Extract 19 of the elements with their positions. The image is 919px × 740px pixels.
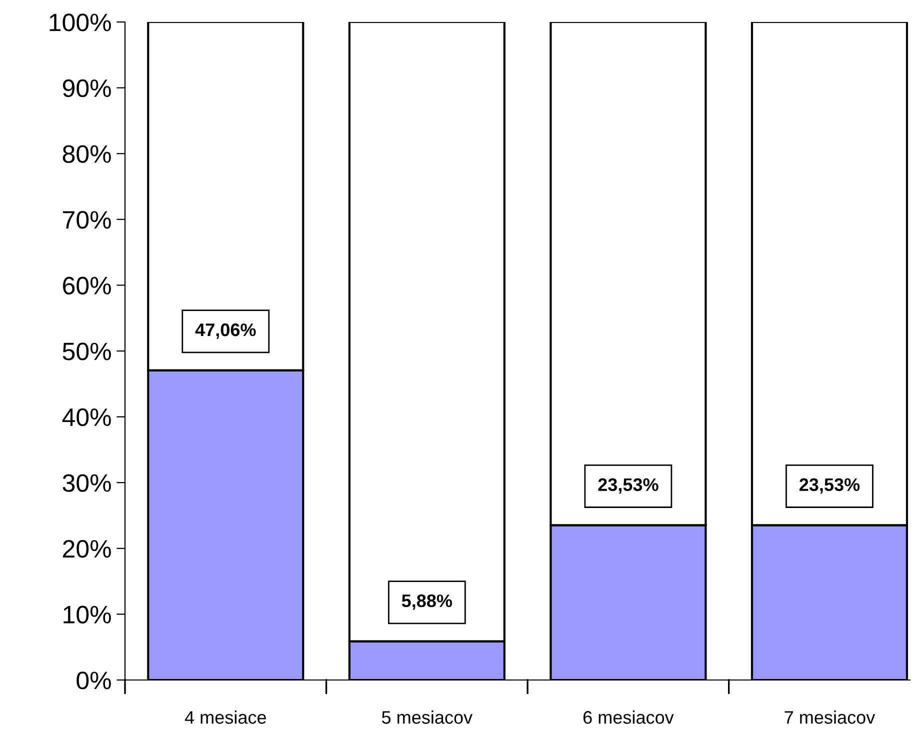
x-tick-label: 6 mesiacov xyxy=(583,710,674,724)
x-tick-label: 5 mesiacov xyxy=(382,710,473,724)
y-tick-label: 100% xyxy=(50,14,111,32)
x-tick-label: 4 mesiace xyxy=(184,710,266,724)
y-tick-label: 30% xyxy=(62,474,111,492)
y-tick-label: 50% xyxy=(62,342,111,360)
y-tick-label: 90% xyxy=(62,79,111,98)
y-tick-label: 0% xyxy=(76,672,111,690)
data-label: 47,06% xyxy=(195,323,256,339)
y-tick-label: 60% xyxy=(63,276,111,295)
data-label: 5,88% xyxy=(402,594,452,610)
y-tick-label: 20% xyxy=(63,540,111,558)
data-label: 23,53% xyxy=(799,478,860,494)
y-tick-label: 40% xyxy=(62,408,111,426)
y-tick-label: 80% xyxy=(62,145,111,163)
x-tick-label: 7 mesiacov xyxy=(784,710,876,724)
data-label: 23,53% xyxy=(598,478,658,494)
y-tick-label: 10% xyxy=(64,606,111,624)
y-tick-label: 70% xyxy=(63,211,111,229)
